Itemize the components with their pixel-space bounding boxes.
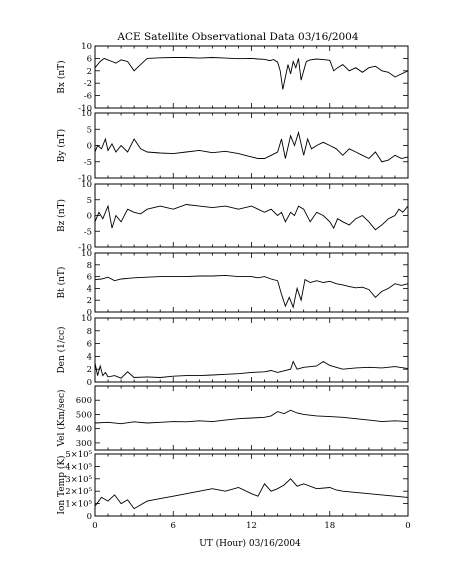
y-tick-label: 6 [87,273,92,283]
y-axis-label: Den (1/cc) [56,326,67,373]
x-tick-label: 12 [246,521,257,531]
panel-frame [94,112,409,179]
y-tick-label: -2 [84,79,92,89]
y-axis-label: Vel (Km/sec) [56,389,67,447]
y-tick-label: 8 [87,327,92,337]
y-tick-label: 500 [76,410,92,420]
y-tick-label: -10 [78,104,92,114]
y-tick-label: -5 [84,158,92,168]
y-tick-label: 6 [87,54,92,64]
y-tick-label: 0 [87,142,92,152]
y-tick-label: -6 [84,92,92,102]
series-line [94,274,409,309]
y-tick-label: 0 [87,212,92,222]
series-line [94,57,409,90]
y-tick-label: 300 [76,439,92,449]
y-tick-label: 2 [87,67,92,77]
panel-frame [94,252,409,313]
x-tick-label: 6 [171,521,176,531]
y-tick-label: 4 [87,352,92,362]
y-tick-label: 3×10⁵ [65,475,92,485]
y-axis-label: Ion Temp (K) [56,455,67,514]
y-tick-label: 10 [81,109,92,119]
series-line [94,478,409,510]
y-tick-label: 0 [87,378,92,388]
chart-title: ACE Satellite Observational Data 03/16/2… [116,31,358,43]
panel-frame [94,453,409,517]
x-tick-label: 18 [324,521,335,531]
y-tick-label: 10 [81,249,92,259]
y-tick-label: -10 [78,243,92,253]
y-axis-label: Bz (nT) [56,199,67,232]
y-tick-label: 1×10⁵ [65,500,92,510]
x-tick-label: 0 [405,521,410,531]
y-tick-label: 4×10⁵ [65,462,92,472]
y-tick-label: 2×10⁵ [65,487,92,497]
y-tick-label: 0 [87,512,92,522]
y-tick-label: 5 [87,125,92,135]
series-line [94,204,409,231]
plot-area: 10 6 2 -2 -6 -10 Bx (nT) 10 5 0 -5 -10 By (nT) 10 5 0 -5… [56,42,411,531]
y-tick-label: -10 [78,174,92,184]
series-line [94,360,409,379]
y-tick-label: 10 [81,42,92,52]
y-tick-label: 6 [87,340,92,350]
y-tick-label: 600 [76,396,92,406]
y-tick-label: -5 [84,227,92,237]
y-tick-label: 8 [87,261,92,271]
x-axis-label: UT (Hour) 03/16/2004 [199,538,301,549]
panel-frame [94,45,409,109]
y-tick-label: 5 [87,196,92,206]
series-line [94,130,409,163]
y-tick-label: 4 [87,284,92,294]
y-tick-label: 10 [81,180,92,190]
x-tick-label: 0 [92,521,97,531]
y-tick-label: 10 [81,314,92,324]
y-axis-label: Bx (nT) [56,60,67,93]
y-tick-label: 2 [87,296,92,306]
y-tick-label: 400 [76,425,92,435]
y-tick-label: 0 [87,308,92,318]
y-tick-label: 2 [87,365,92,375]
y-axis-label: Bt (nT) [56,267,67,299]
series-line [94,409,409,425]
panel-frame [94,183,409,248]
y-axis-label: By (nT) [56,129,67,162]
y-tick-label: 5×10⁵ [65,450,92,460]
